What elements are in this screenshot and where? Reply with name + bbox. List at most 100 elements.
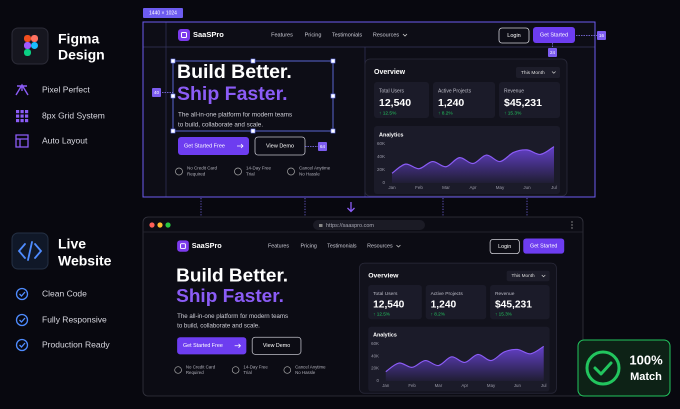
hero-subtitle: The all-in-one platform for modern teams bbox=[177, 314, 288, 320]
perk-text: Cancel Anytime bbox=[299, 166, 331, 171]
stat-card bbox=[425, 285, 487, 320]
arrow-icon bbox=[234, 343, 242, 348]
site-nav: SaaSPro Features Pricing Testimonials Resour… bbox=[177, 238, 565, 255]
spacing-tag bbox=[548, 48, 557, 57]
feature-label: Auto Layout bbox=[42, 135, 88, 145]
menu-dot bbox=[571, 221, 573, 223]
secondary-button bbox=[251, 336, 302, 355]
figma-title: Figma bbox=[58, 31, 99, 47]
stat-change: ↑ 12.5% bbox=[379, 110, 397, 116]
window-dot bbox=[165, 222, 171, 228]
perk-text: Required bbox=[186, 370, 204, 375]
perk-text: No Hassle bbox=[295, 370, 316, 375]
chevron bbox=[541, 274, 546, 278]
design-frame: 1440 × 1024 SaaSPro Features Pricing Testimo… bbox=[142, 8, 606, 198]
match-badge: 100% Match bbox=[577, 339, 671, 397]
hero-title: Build Better. bbox=[176, 265, 288, 286]
feature-label: 8px Grid System bbox=[42, 110, 105, 120]
analytics-title: Analytics bbox=[379, 132, 403, 138]
layout-icon bbox=[15, 134, 29, 148]
logo-icon-inner bbox=[180, 243, 186, 249]
perk-text: 14-Day Free bbox=[243, 364, 268, 369]
perk-icon bbox=[287, 167, 295, 176]
selection-handle bbox=[330, 93, 336, 99]
y-tick-label: 40K bbox=[377, 154, 385, 159]
stat-value: $45,231 bbox=[504, 97, 542, 109]
stat-value: 1,240 bbox=[431, 300, 457, 311]
primary-label: Get Started Free bbox=[184, 143, 225, 149]
analytics-title: Analytics bbox=[373, 333, 397, 339]
selection-handle bbox=[170, 128, 176, 134]
period-label: This Month bbox=[512, 273, 536, 278]
secondary-label: View Demo bbox=[263, 343, 290, 349]
x-tick-label: Jul bbox=[541, 383, 547, 388]
dashboard-title: Overview bbox=[374, 69, 406, 76]
x-tick-label: Jan bbox=[388, 185, 396, 190]
logo-icon bbox=[178, 29, 190, 41]
badge-check bbox=[593, 361, 613, 376]
login-label: Login bbox=[507, 33, 520, 39]
feature-label: Production Ready bbox=[42, 339, 110, 349]
perk-icon bbox=[174, 366, 182, 374]
analytics-line bbox=[385, 345, 545, 373]
y-tick-label: 0 bbox=[382, 180, 385, 185]
check-icon bbox=[15, 313, 29, 327]
nav-link: Testimonials bbox=[332, 32, 363, 38]
stat-label: Revenue bbox=[495, 291, 515, 297]
chevron bbox=[551, 71, 556, 74]
spacing-tag bbox=[318, 142, 327, 151]
analytics-area bbox=[385, 346, 544, 381]
y-tick-label: 60K bbox=[371, 341, 379, 346]
perk-text: 14-Day Free bbox=[246, 166, 272, 171]
window-dot bbox=[157, 222, 163, 228]
secondary-button bbox=[254, 136, 306, 156]
cta-button bbox=[533, 27, 575, 43]
y-tick-label: 20K bbox=[371, 366, 379, 371]
primary-button bbox=[178, 137, 249, 155]
selection-handle bbox=[330, 58, 336, 64]
x-tick-label: May bbox=[487, 383, 496, 388]
stat-change: ↑ 8.2% bbox=[431, 312, 445, 317]
stat-label: Total Users bbox=[373, 291, 398, 297]
menu-dot bbox=[571, 227, 573, 229]
y-tick-label: 20K bbox=[377, 167, 385, 172]
stat-value: 1,240 bbox=[438, 97, 464, 109]
stat-label: Active Projects bbox=[431, 291, 464, 297]
y-tick-label: 0 bbox=[376, 378, 379, 383]
perk-text: No Credit Card bbox=[187, 166, 218, 171]
nav-link: Features bbox=[268, 243, 289, 249]
perk-text: No Credit Card bbox=[186, 364, 216, 369]
x-tick-label: Apr bbox=[469, 185, 477, 190]
login-button bbox=[489, 239, 520, 255]
stat-change: ↑ 15.3% bbox=[504, 110, 522, 116]
feature-label: Fully Responsive bbox=[42, 314, 107, 324]
url-bar bbox=[313, 220, 425, 230]
cta-label: Get Started bbox=[530, 243, 557, 249]
nav-link: Resources bbox=[367, 243, 393, 249]
spacing-label: 24 bbox=[550, 50, 556, 55]
stat-change: ↑ 12.5% bbox=[373, 312, 390, 317]
grid-icon bbox=[25, 114, 29, 118]
figma-title: Design bbox=[58, 47, 105, 63]
feature-label: Clean Code bbox=[42, 288, 87, 298]
figma-logo-part bbox=[24, 35, 31, 42]
live-title: Live bbox=[58, 236, 86, 252]
check-mark bbox=[19, 342, 26, 348]
x-tick-label: May bbox=[496, 185, 505, 190]
figma-logo-part bbox=[24, 49, 31, 56]
check-icon bbox=[15, 338, 29, 352]
stat-value: $45,231 bbox=[495, 300, 532, 311]
selection-handle bbox=[250, 128, 256, 134]
login-label: Login bbox=[498, 244, 511, 250]
url-text: https://saaspro.com bbox=[326, 223, 374, 229]
spacing-label: 16 bbox=[599, 33, 605, 38]
x-tick-label: Mar bbox=[442, 185, 450, 190]
nav-link: Features bbox=[271, 32, 293, 38]
perk-text: Trial bbox=[243, 370, 251, 375]
stat-card bbox=[499, 82, 560, 118]
chevron bbox=[396, 244, 401, 248]
spacing-tag bbox=[597, 31, 606, 40]
hero-title: Build Better. bbox=[177, 61, 292, 83]
